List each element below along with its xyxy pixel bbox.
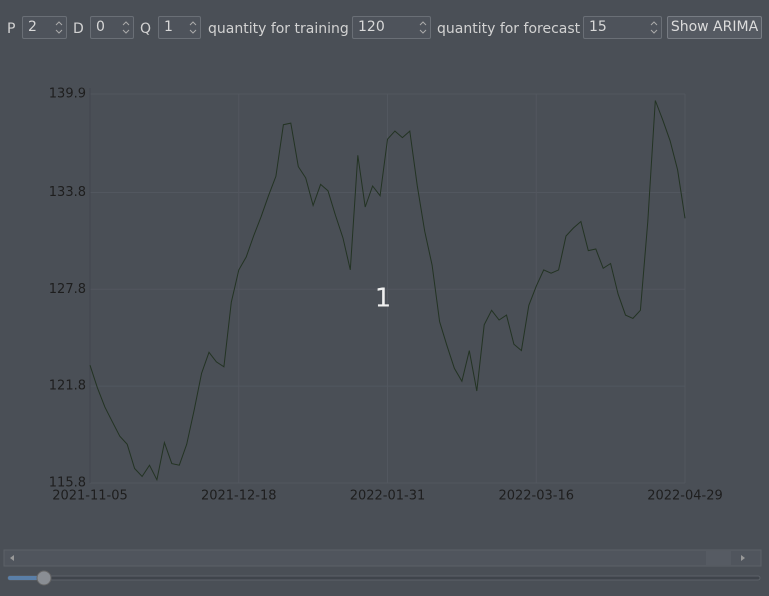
slider-handle[interactable]: [36, 570, 52, 586]
price-line: [89, 100, 686, 482]
zoom-slider[interactable]: [7, 570, 761, 586]
y-tick-label: 139.9: [49, 87, 86, 102]
q-spinbox[interactable]: 1: [158, 16, 201, 39]
x-tick-label: 2022-03-16: [498, 489, 574, 504]
d-spinbox[interactable]: 0: [90, 16, 134, 39]
y-tick-label: 115.8: [49, 476, 86, 491]
training-label: quantity for training: [208, 21, 349, 37]
p-value: 2: [28, 19, 37, 35]
spin-arrows[interactable]: [188, 19, 198, 36]
spin-arrows[interactable]: [54, 19, 64, 36]
q-value: 1: [164, 19, 173, 35]
d-label: D: [73, 21, 84, 37]
p-label: P: [7, 21, 16, 37]
spin-arrows[interactable]: [649, 19, 659, 36]
forecast-label: quantity for forecast: [437, 21, 581, 37]
x-tick-label: 2022-01-31: [350, 489, 426, 504]
d-value: 0: [96, 19, 105, 35]
y-tick-label: 133.8: [49, 185, 86, 200]
scrollbar[interactable]: [3, 549, 762, 567]
q-label: Q: [140, 21, 152, 37]
forecast-spinbox[interactable]: 15: [583, 16, 662, 39]
scroll-left[interactable]: [10, 555, 14, 561]
y-tick-label: 121.8: [49, 379, 86, 394]
center-annotation: 1: [375, 284, 392, 314]
x-tick-label: 2021-12-18: [201, 489, 277, 504]
forecast-value: 15: [589, 19, 607, 35]
scroll-handle[interactable]: [706, 551, 731, 565]
p-spinbox[interactable]: 2: [22, 16, 67, 39]
training-spinbox[interactable]: 120: [352, 16, 431, 39]
show-arima-button[interactable]: Show ARIMA: [667, 16, 762, 39]
x-tick-label: 2022-04-29: [647, 489, 723, 504]
spin-arrows[interactable]: [121, 19, 131, 36]
y-tick-label: 127.8: [49, 282, 86, 297]
spin-arrows[interactable]: [418, 19, 428, 36]
training-value: 120: [358, 19, 385, 35]
scroll-right[interactable]: [741, 555, 745, 561]
x-tick-label: 2021-11-05: [52, 489, 128, 504]
